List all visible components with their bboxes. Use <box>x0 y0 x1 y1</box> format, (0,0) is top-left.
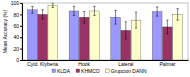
tick-label: 0 <box>16 57 19 63</box>
bar <box>48 5 58 60</box>
tick-label: 100 <box>11 0 20 6</box>
tick: Hook <box>78 60 90 67</box>
plot: 0 20 40 60 80 100 Cyld. Klyberia Hook Lateral Pal… <box>11 0 189 66</box>
tick-mark <box>20 49 22 50</box>
tick-label: Lateral <box>118 61 133 67</box>
legend-item: KLDA <box>52 68 71 74</box>
tick-label: Hook <box>78 61 90 67</box>
tick: 0 <box>16 57 22 63</box>
legend-label: Grupcion DANN <box>111 68 147 74</box>
tick: 20 <box>13 46 22 52</box>
error-bar <box>52 3 54 8</box>
error-bar <box>176 9 178 20</box>
tick-label: 20 <box>13 46 19 52</box>
tick-mark <box>20 37 22 38</box>
tick: 100 <box>11 0 22 6</box>
bar <box>90 11 100 60</box>
error-bar <box>31 6 33 13</box>
tick-mark <box>20 60 22 61</box>
legend-swatch <box>76 69 80 73</box>
plot-frame <box>22 3 188 60</box>
legend-label: KLDA <box>57 68 71 74</box>
tick: Palmar <box>159 60 175 67</box>
legend-label: KHMCO <box>81 68 100 74</box>
error-bar <box>135 12 137 28</box>
tick-mark <box>20 26 22 27</box>
bars <box>28 3 183 60</box>
bar <box>69 11 79 60</box>
tick: 40 <box>13 34 22 40</box>
error-bar <box>156 7 158 16</box>
tick-label: 40 <box>13 34 19 40</box>
legend-item: KHMCO <box>76 68 100 74</box>
chart: 0 20 40 60 80 100 Cyld. Klyberia Hook Lateral Pal… <box>0 0 190 77</box>
error-bar <box>93 6 95 15</box>
axis-line <box>20 4 23 61</box>
legend-item: Grupcion DANN <box>106 68 147 74</box>
legend: KLDA KHMCO Grupcion DANN <box>52 68 147 74</box>
error-bar <box>83 12 85 23</box>
y-axis-title: Mean Accuracy (%) <box>2 9 8 53</box>
x-axis: Cyld. Klyberia Hook Lateral Palmar <box>23 60 189 67</box>
tick: Lateral <box>118 60 133 67</box>
tick-label: 60 <box>13 23 19 29</box>
bar <box>173 14 183 60</box>
tick-label: 80 <box>13 12 19 18</box>
tick: Cyld. Klyberia <box>27 60 58 67</box>
legend-swatch <box>52 69 56 73</box>
legend-swatch <box>106 69 110 73</box>
bar <box>79 17 89 60</box>
error-bar <box>73 6 75 15</box>
error-bar <box>114 10 116 24</box>
tick-mark <box>20 3 22 4</box>
tick-label: Cyld. Klyberia <box>27 61 58 67</box>
tick-mark <box>20 14 22 15</box>
y-axis: 0 20 40 60 80 100 <box>11 0 23 63</box>
error-bar <box>41 10 43 19</box>
bar <box>38 14 48 60</box>
bar <box>28 10 38 60</box>
error-bar <box>125 22 127 39</box>
tick-label: Palmar <box>159 61 175 67</box>
error-bar <box>166 20 168 34</box>
tick: 60 <box>13 23 22 29</box>
bar <box>152 12 162 60</box>
tick: 80 <box>13 12 22 18</box>
